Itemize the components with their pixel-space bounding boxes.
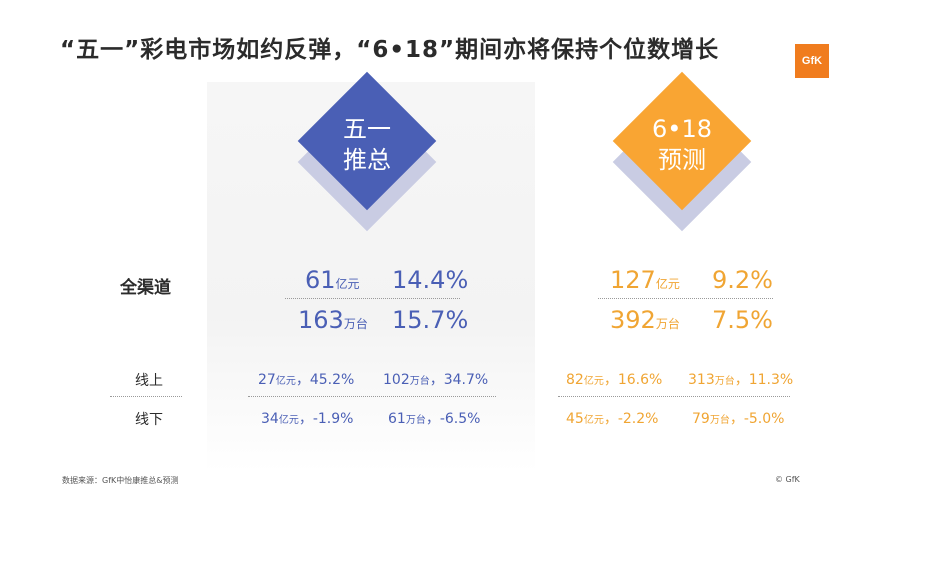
diamond-may-day: 五一 推总 <box>297 71 437 232</box>
left-offline-sales: 34亿元，-1.9% <box>261 411 354 427</box>
label-offline: 线下 <box>135 412 163 428</box>
right-online-volume: 313万台，11.3% <box>688 372 794 388</box>
right-offline-sales: 45亿元，-2.2% <box>566 411 659 427</box>
left-offline-volume: 61万台，-6.5% <box>388 411 481 427</box>
right-all-volume: 392万台 <box>610 306 680 334</box>
left-all-sales: 61亿元 <box>305 266 360 294</box>
right-offline-volume: 79万台，-5.0% <box>692 411 785 427</box>
left-online-sales: 27亿元，45.2% <box>258 372 355 388</box>
diamond-title: 6•18 <box>652 115 712 143</box>
left-all-sales-growth: 14.4% <box>392 266 469 294</box>
diamond-subtitle: 推总 <box>343 146 391 174</box>
right-online-sales: 82亿元，16.6% <box>566 372 663 388</box>
data-source-note: 数据来源：GfK中怡康推总&预测 <box>62 476 179 485</box>
left-all-volume: 163万台 <box>298 306 368 334</box>
label-all-channels: 全渠道 <box>120 278 171 298</box>
diamond-title: 五一 <box>343 115 391 143</box>
gfk-logo: GfK <box>795 44 829 78</box>
left-all-volume-growth: 15.7% <box>392 306 469 334</box>
divider <box>248 396 496 397</box>
divider <box>285 298 460 299</box>
copyright-note: © GfK <box>775 475 800 484</box>
divider <box>558 396 790 397</box>
label-online: 线上 <box>135 373 163 389</box>
diamond-subtitle: 预测 <box>658 146 706 174</box>
left-online-volume: 102万台，34.7% <box>383 372 489 388</box>
right-all-sales: 127亿元 <box>610 266 680 294</box>
right-all-volume-growth: 7.5% <box>712 306 773 334</box>
divider <box>110 396 182 397</box>
page-title: “五一”彩电市场如约反弹，“6•18”期间亦将保持个位数增长 <box>60 37 720 63</box>
right-all-sales-growth: 9.2% <box>712 266 773 294</box>
divider <box>598 298 773 299</box>
diamond-618: 6•18 预测 <box>612 71 752 232</box>
